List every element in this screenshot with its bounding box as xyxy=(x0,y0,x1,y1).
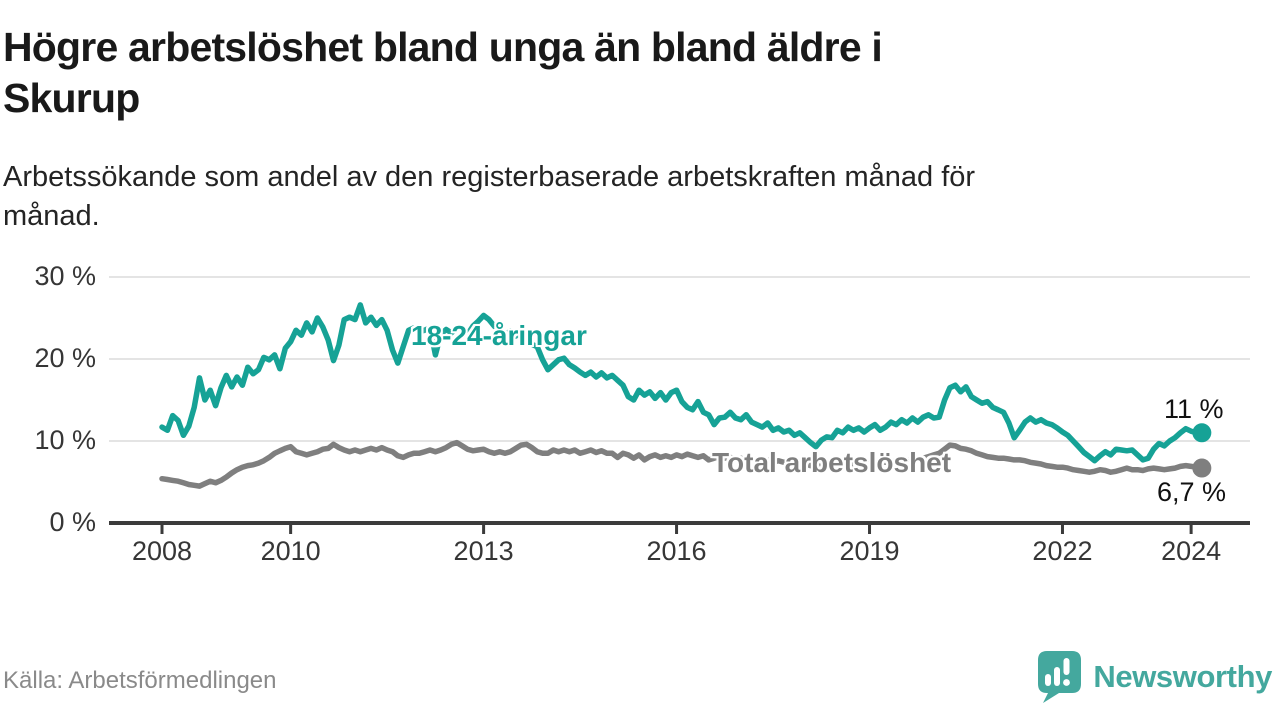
line-chart-canvas xyxy=(109,276,1250,534)
end-dot-young xyxy=(1192,423,1212,443)
x-tick-label: 2010 xyxy=(260,536,321,566)
x-tick-label: 2016 xyxy=(646,536,707,566)
y-tick-label: 20 % xyxy=(34,343,96,373)
y-tick-label: 0 % xyxy=(49,507,96,537)
page-title: Högre arbetslöshet bland unga än bland ä… xyxy=(3,22,1213,124)
x-tick-label: 2008 xyxy=(131,536,193,566)
end-value-label-total: 6,7 % xyxy=(1157,477,1227,507)
source-attribution: Källa: Arbetsförmedlingen xyxy=(3,667,277,694)
newsworthy-logo: Newsworthy xyxy=(1036,648,1272,706)
x-tick-label: 2013 xyxy=(453,536,514,566)
series-line-young xyxy=(159,302,1205,464)
x-tick-label: 2024 xyxy=(1161,536,1222,566)
series-line-total xyxy=(159,439,1205,489)
series-label-young: 18-24-åringar xyxy=(411,320,587,351)
end-value-label-young: 11 % xyxy=(1164,394,1224,424)
newsworthy-speech-bubble-icon xyxy=(1038,651,1082,703)
chart-subtitle: Arbetssökande som andel av den registerb… xyxy=(3,158,1213,237)
chart-subtitle-line-1: Arbetssökande som andel av den registerb… xyxy=(3,161,976,193)
series-label-total: Total arbetslöshet xyxy=(712,447,952,478)
chart-subtitle-line-2: månad. xyxy=(3,200,100,233)
y-tick-label: 30 % xyxy=(34,261,96,291)
x-tick-label: 2019 xyxy=(839,536,900,566)
x-tick-label: 2022 xyxy=(1032,536,1093,566)
end-dot-total xyxy=(1192,458,1212,478)
y-tick-label: 10 % xyxy=(34,425,96,455)
newsworthy-wordmark: Newsworthy xyxy=(1093,659,1272,694)
page-title-line-2: Skurup xyxy=(3,74,140,121)
page-title-line-1: Högre arbetslöshet bland unga än bland ä… xyxy=(3,24,883,70)
